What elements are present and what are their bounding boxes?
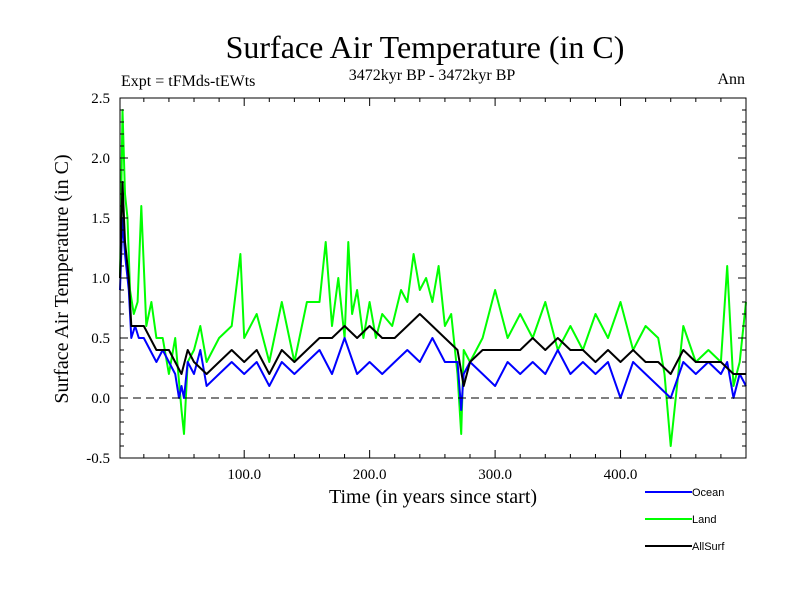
x-axis-tick-labels: 100.0 200.0 300.0 400.0 (227, 467, 637, 483)
x-axis-label: Time (in years since start) (329, 486, 537, 508)
season-label: Ann (717, 71, 745, 88)
x-tick-label: 300.0 (478, 467, 512, 483)
legend-label-ocean: Ocean (692, 487, 724, 499)
series-line-land (119, 109, 747, 447)
y-tick-label: 2.0 (91, 151, 110, 167)
x-tick-label: 100.0 (227, 467, 261, 483)
chart-subtitle: 3472kyr BP - 3472kyr BP (349, 67, 516, 84)
chart-title: Surface Air Temperature (in C) (226, 29, 625, 65)
x-tick-label: 400.0 (604, 467, 638, 483)
plot-area (119, 97, 747, 459)
y-tick-label: 0.5 (91, 331, 110, 347)
legend-label-allsurf: AllSurf (692, 541, 725, 553)
y-tick-label: 2.5 (91, 91, 110, 107)
y-tick-label: -0.5 (86, 451, 110, 467)
y-axis-label: Surface Air Temperature (in C) (51, 154, 73, 403)
y-axis-tick-labels: -0.5 0.0 0.5 1.0 1.5 2.0 2.5 (86, 91, 110, 467)
series-line-ocean (119, 217, 747, 411)
axis-ticks (120, 97, 746, 459)
y-tick-label: 1.0 (91, 271, 110, 287)
legend-label-land: Land (692, 514, 716, 526)
plot-frame (119, 97, 747, 459)
series-line-allsurf (119, 181, 746, 387)
legend: Ocean Land AllSurf (645, 487, 725, 553)
y-tick-label: 1.5 (91, 211, 110, 227)
x-tick-label: 200.0 (353, 467, 387, 483)
y-tick-label: 0.0 (91, 391, 110, 407)
series-layer (119, 109, 747, 447)
experiment-label: Expt = tFMds-tEWts (121, 73, 255, 90)
